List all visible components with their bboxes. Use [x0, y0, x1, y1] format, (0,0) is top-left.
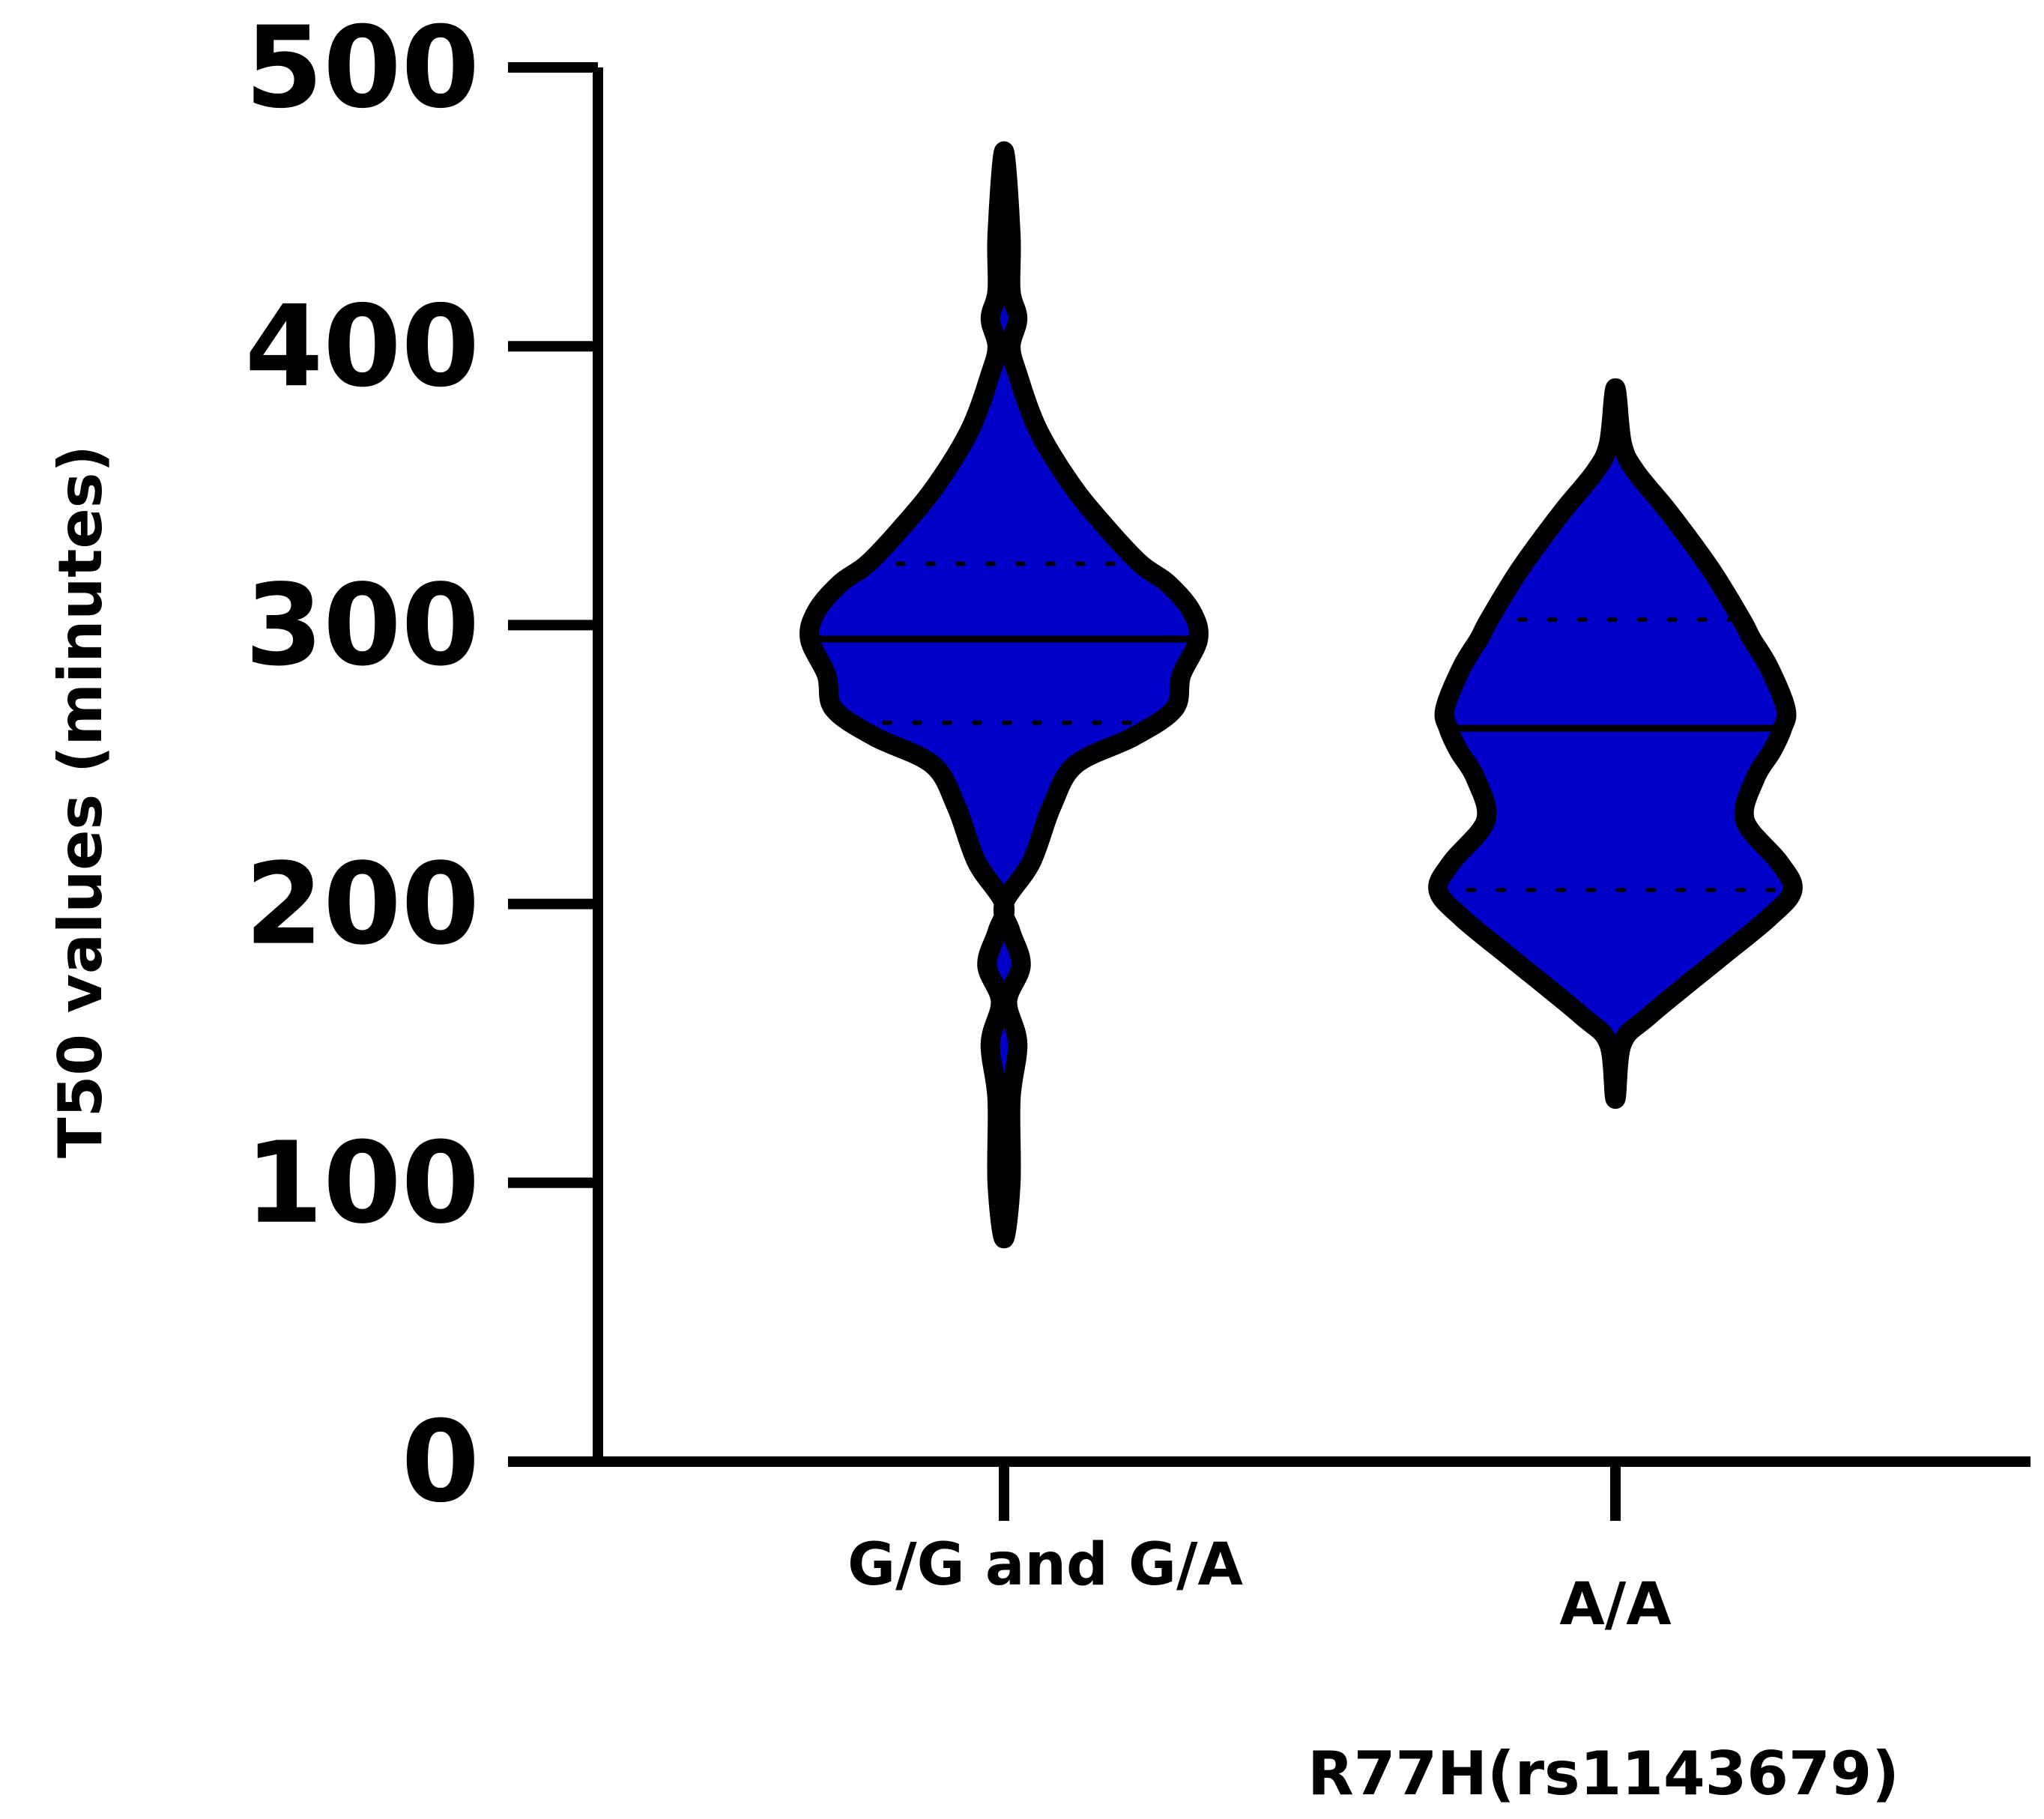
- violin-body: [1428, 378, 1803, 1110]
- x-axis-title: R77H(rs1143679): [1307, 1739, 1899, 1809]
- violin-body: [799, 141, 1209, 1249]
- y-tick-label: 400: [245, 282, 480, 412]
- axes: [510, 67, 2031, 1467]
- y-ticks: 0 100 200 300 400 500: [245, 3, 598, 1528]
- x-tick-label: A/A: [1559, 1571, 1671, 1638]
- y-axis-title: T50 values (minutes): [46, 445, 115, 1158]
- y-tick-label: 200: [245, 840, 480, 970]
- x-tick-label: G/G and G/A: [847, 1531, 1243, 1599]
- plot-area: [799, 141, 1803, 1249]
- y-tick-label: 100: [245, 1119, 480, 1249]
- y-tick-label: 500: [245, 3, 480, 133]
- y-tick-label: 0: [402, 1397, 480, 1528]
- x-ticks: G/G and G/A A/A: [847, 1462, 1672, 1638]
- y-tick-label: 300: [245, 560, 480, 691]
